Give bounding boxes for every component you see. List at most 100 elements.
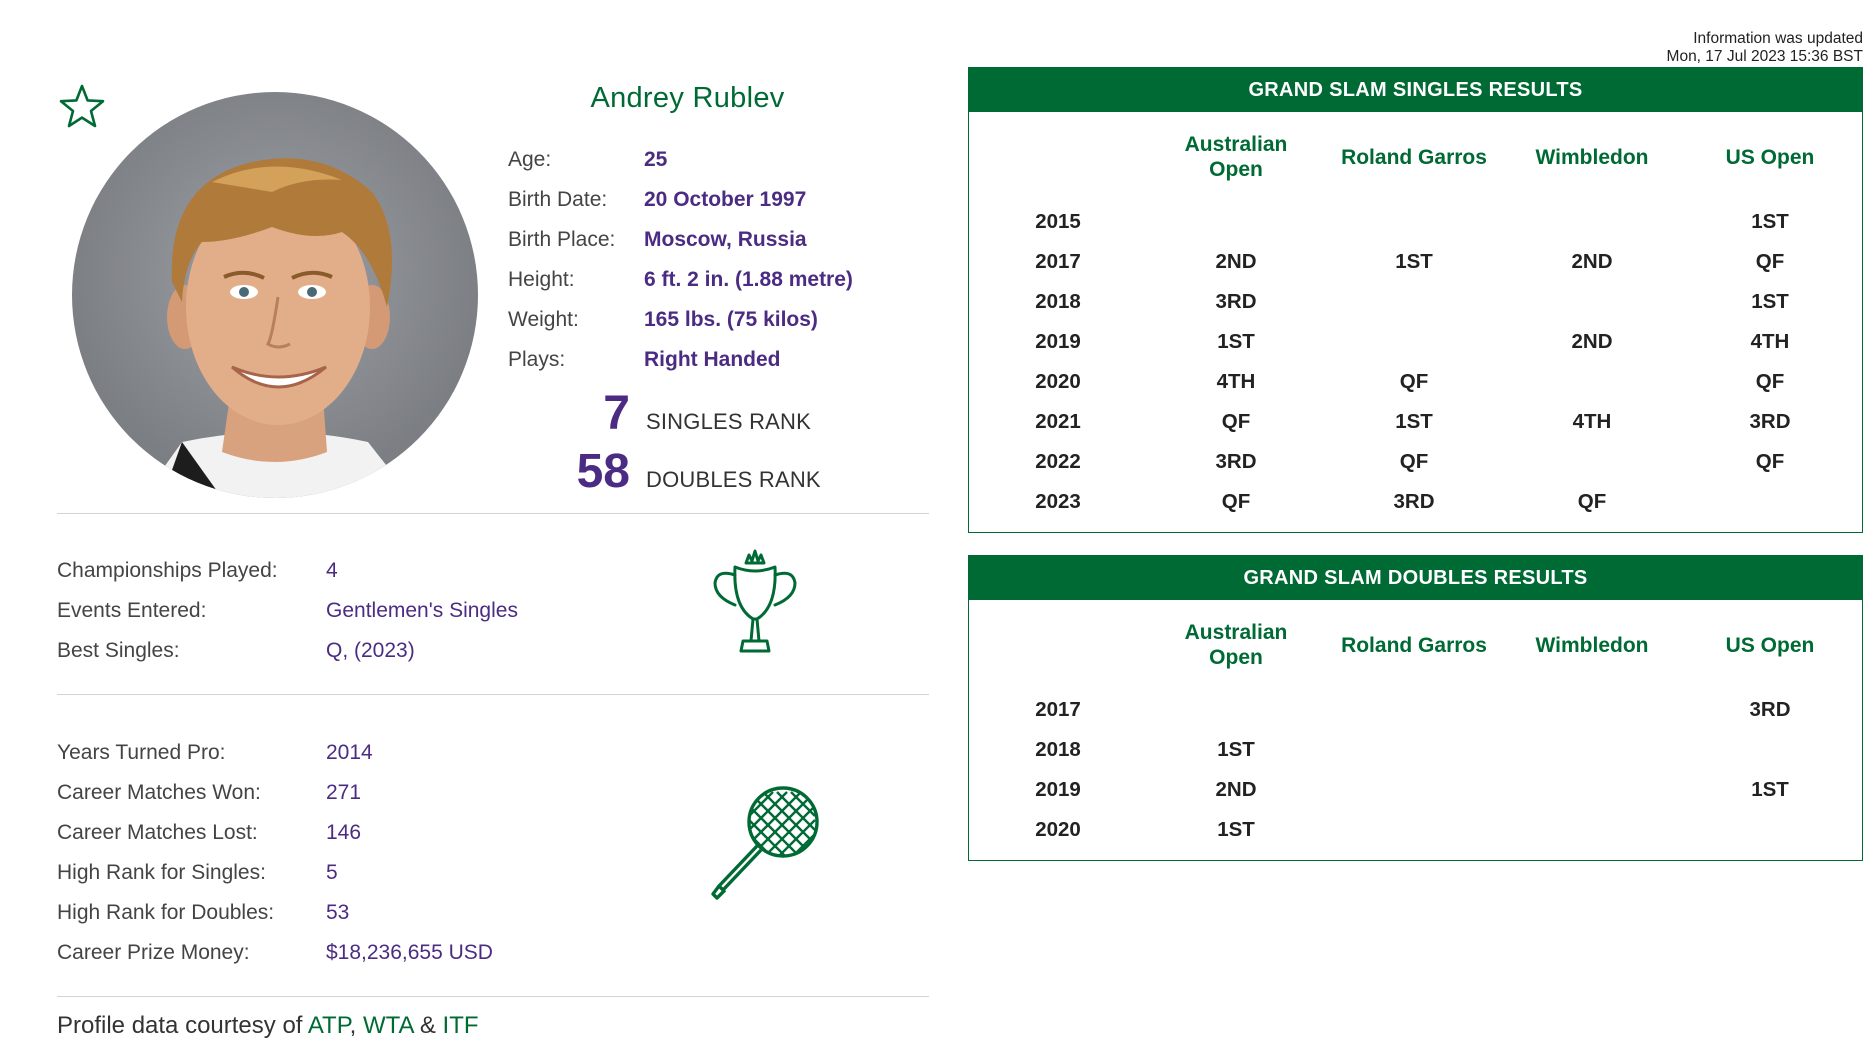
bio-label: Age:	[508, 148, 552, 171]
doubles-table-body: 2017 3RD 2018 1ST 2019 2ND 1ST 2020 1ST	[969, 690, 1862, 860]
result-cell: 4TH	[1216, 370, 1256, 393]
credits-separator: ,	[349, 1012, 357, 1039]
favourite-star-icon[interactable]	[58, 82, 106, 130]
bio-value: 6 ft. 2 in. (1.88 metre)	[644, 268, 853, 291]
result-cell: 1ST	[1395, 250, 1433, 273]
year-cell: 2019	[1035, 778, 1081, 801]
result-cell: 1ST	[1751, 290, 1789, 313]
update-note-line1: Information was updated	[1693, 30, 1863, 47]
player-name: Andrey Rublev	[590, 82, 785, 114]
stat-label: Years Turned Pro:	[57, 741, 226, 764]
table-row: 2017 3RD	[969, 690, 1862, 730]
table-row: 2019 2ND 1ST	[969, 770, 1862, 810]
result-cell: QF	[1221, 490, 1251, 513]
divider	[57, 694, 929, 695]
column-australian-open: Australian Open	[1184, 621, 1288, 669]
column-us-open: US Open	[1725, 145, 1815, 169]
singles-rank-value: 7	[603, 387, 630, 440]
table-row: 2018 3RD 1ST	[969, 282, 1862, 322]
bio-label: Weight:	[508, 308, 579, 331]
itf-link[interactable]: ITF	[442, 1012, 479, 1039]
column-australian-open: Australian Open	[1184, 133, 1288, 181]
result-cell: 3RD	[1215, 450, 1257, 473]
result-cell: QF	[1221, 410, 1251, 433]
year-cell: 2018	[1035, 290, 1081, 313]
player-bio: Age: 25 Birth Date: 20 October 1997 Birt…	[508, 140, 853, 380]
table-row: 2015 1ST	[969, 202, 1862, 242]
stat-label: Career Matches Won:	[57, 781, 261, 804]
singles-table-body: 2015 1ST 2017 2ND 1ST 2ND QF 2018 3RD 1ST 2019 1ST 2…	[969, 202, 1862, 532]
bio-row-height: Height: 6 ft. 2 in. (1.88 metre)	[508, 260, 853, 300]
year-cell: 2015	[1035, 210, 1081, 233]
divider	[57, 513, 929, 514]
result-cell: 2ND	[1215, 250, 1257, 273]
stat-value: 271	[326, 781, 362, 804]
stat-row-high-rank-singles: High Rank for Singles: 5	[57, 853, 493, 893]
doubles-table-title: GRAND SLAM DOUBLES RESULTS	[969, 556, 1862, 600]
bio-value: Moscow, Russia	[644, 228, 807, 251]
stat-value: Gentlemen's Singles	[326, 599, 518, 622]
result-cell: 3RD	[1215, 290, 1257, 313]
result-cell: QF	[1577, 490, 1607, 513]
doubles-rank: 58 DOUBLES RANK	[510, 444, 821, 499]
result-cell: 1ST	[1217, 738, 1255, 761]
atp-link[interactable]: ATP	[307, 1012, 350, 1039]
year-cell: 2017	[1035, 250, 1081, 273]
result-cell: 3RD	[1393, 490, 1435, 513]
bio-label: Birth Date:	[508, 188, 608, 211]
credits-prefix: Profile data courtesy of	[57, 1012, 303, 1039]
table-row: 2023 QF 3RD QF	[969, 482, 1862, 522]
bio-value: 25	[644, 148, 668, 171]
doubles-rank-value: 58	[576, 445, 630, 498]
divider	[57, 996, 929, 997]
result-cell: 1ST	[1217, 818, 1255, 841]
bio-label: Birth Place:	[508, 228, 616, 251]
result-cell: 4TH	[1750, 330, 1790, 353]
grand-slam-doubles-table: GRAND SLAM DOUBLES RESULTS Australian Ope…	[968, 555, 1863, 861]
tennis-racket-icon	[711, 786, 819, 900]
result-cell: 4TH	[1572, 410, 1612, 433]
stat-value: 53	[326, 901, 350, 924]
career-stats: Years Turned Pro: 2014 Career Matches Wo…	[57, 733, 493, 973]
bio-label: Height:	[508, 268, 575, 291]
result-cell: 2ND	[1571, 250, 1613, 273]
bio-value: 20 October 1997	[644, 188, 807, 211]
year-cell: 2019	[1035, 330, 1081, 353]
year-cell: 2017	[1035, 698, 1081, 721]
stat-value: 2014	[326, 741, 373, 764]
stat-label: Career Matches Lost:	[57, 821, 258, 844]
doubles-rank-label: DOUBLES RANK	[646, 467, 821, 492]
stat-value: 5	[326, 861, 338, 884]
stat-value: 4	[326, 559, 338, 582]
table-row: 2020 4TH QF QF	[969, 362, 1862, 402]
bio-row-weight: Weight: 165 lbs. (75 kilos)	[508, 300, 853, 340]
year-cell: 2022	[1035, 450, 1081, 473]
result-cell: 1ST	[1751, 778, 1789, 801]
stat-label: High Rank for Singles:	[57, 861, 266, 884]
table-row: 2018 1ST	[969, 730, 1862, 770]
result-cell: 1ST	[1395, 410, 1433, 433]
credits-ampersand: &	[419, 1012, 436, 1039]
column-us-open: US Open	[1725, 633, 1815, 657]
year-cell: 2023	[1035, 490, 1081, 513]
bio-value: 165 lbs. (75 kilos)	[644, 308, 818, 331]
result-cell: 1ST	[1217, 330, 1255, 353]
player-portrait-illustration	[142, 158, 412, 498]
result-cell: 3RD	[1749, 698, 1791, 721]
bio-row-birth-place: Birth Place: Moscow, Russia	[508, 220, 853, 260]
stat-row-events-entered: Events Entered: Gentlemen's Singles	[57, 591, 518, 631]
result-cell: 2ND	[1215, 778, 1257, 801]
column-roland-garros: Roland Garros	[1341, 633, 1487, 657]
singles-rank-label: SINGLES RANK	[646, 409, 812, 434]
year-cell: 2018	[1035, 738, 1081, 761]
singles-rank: 7 SINGLES RANK	[510, 386, 811, 441]
result-cell: 1ST	[1751, 210, 1789, 233]
stat-row-championships-played: Championships Played: 4	[57, 551, 518, 591]
stat-row-career-matches-won: Career Matches Won: 271	[57, 773, 493, 813]
doubles-table-header: Australian Open Roland Garros Wimbledon U…	[969, 600, 1862, 690]
stat-value: Q, (2023)	[326, 639, 415, 662]
wta-link[interactable]: WTA	[362, 1012, 414, 1039]
column-wimbledon: Wimbledon	[1535, 633, 1649, 657]
table-row: 2019 1ST 2ND 4TH	[969, 322, 1862, 362]
table-row: 2021 QF 1ST 4TH 3RD	[969, 402, 1862, 442]
